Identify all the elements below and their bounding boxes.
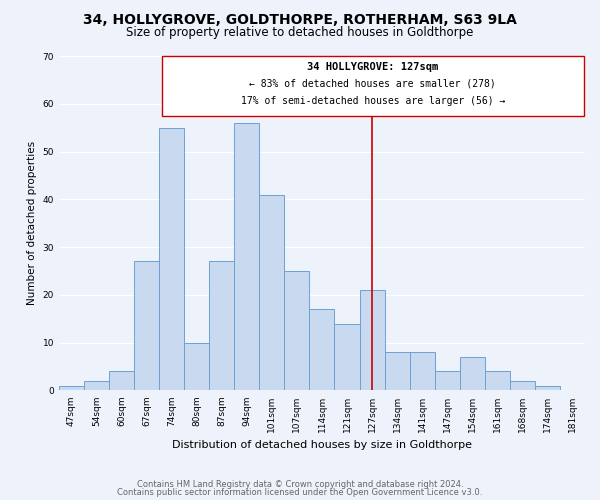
Text: ← 83% of detached houses are smaller (278): ← 83% of detached houses are smaller (27…: [250, 79, 496, 89]
Bar: [460, 357, 485, 390]
Text: 17% of semi-detached houses are larger (56) →: 17% of semi-detached houses are larger (…: [241, 96, 505, 106]
Bar: [259, 194, 284, 390]
Bar: [385, 352, 410, 391]
Text: 34 HOLLYGROVE: 127sqm: 34 HOLLYGROVE: 127sqm: [307, 62, 439, 72]
Bar: [134, 262, 159, 390]
Bar: [410, 352, 434, 391]
Bar: [159, 128, 184, 390]
Bar: [535, 386, 560, 390]
Bar: [59, 386, 84, 390]
Bar: [359, 290, 385, 390]
Bar: [434, 372, 460, 390]
Text: 34, HOLLYGROVE, GOLDTHORPE, ROTHERHAM, S63 9LA: 34, HOLLYGROVE, GOLDTHORPE, ROTHERHAM, S…: [83, 12, 517, 26]
Bar: [510, 381, 535, 390]
FancyBboxPatch shape: [161, 56, 584, 116]
Bar: [334, 324, 359, 390]
Text: Size of property relative to detached houses in Goldthorpe: Size of property relative to detached ho…: [127, 26, 473, 39]
Bar: [310, 309, 334, 390]
Bar: [209, 262, 234, 390]
Bar: [284, 271, 310, 390]
X-axis label: Distribution of detached houses by size in Goldthorpe: Distribution of detached houses by size …: [172, 440, 472, 450]
Bar: [109, 372, 134, 390]
Bar: [485, 372, 510, 390]
Bar: [84, 381, 109, 390]
Bar: [234, 123, 259, 390]
Y-axis label: Number of detached properties: Number of detached properties: [27, 141, 37, 306]
Bar: [184, 342, 209, 390]
Text: Contains public sector information licensed under the Open Government Licence v3: Contains public sector information licen…: [118, 488, 482, 497]
Text: Contains HM Land Registry data © Crown copyright and database right 2024.: Contains HM Land Registry data © Crown c…: [137, 480, 463, 489]
